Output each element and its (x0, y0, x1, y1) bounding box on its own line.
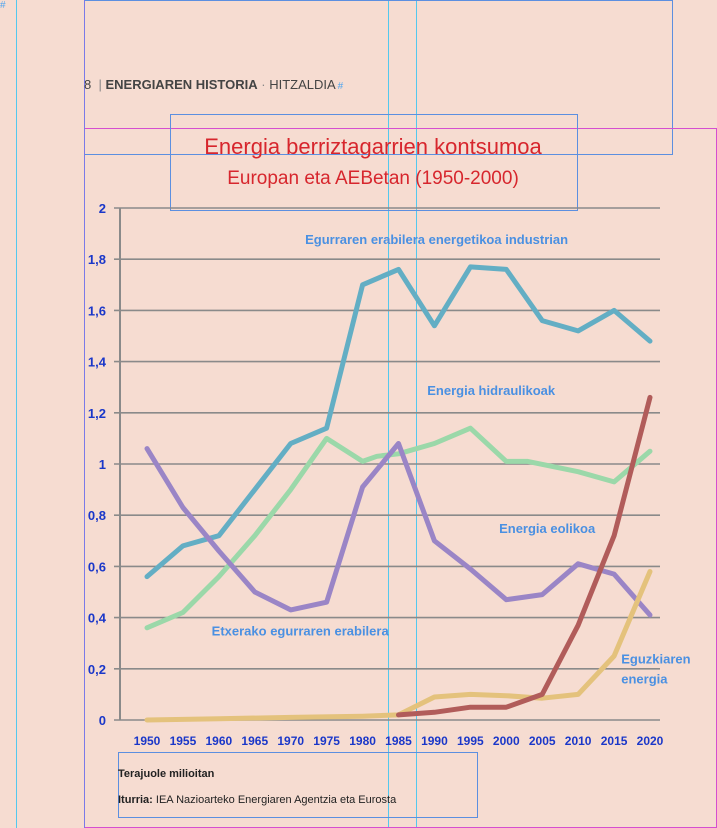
guide-line (416, 0, 417, 828)
source-note: Iturria: IEA Nazioarteko Energiaren Agen… (118, 794, 396, 806)
y-tick-label: 0,4 (88, 611, 107, 626)
section-title: ENERGIAREN HISTORIA (105, 77, 258, 92)
x-tick-label: 1980 (349, 734, 376, 748)
running-header: 8 | ENERGIAREN HISTORIA · HITZALDIA # (84, 77, 344, 92)
guide-line (388, 0, 389, 828)
source-text: IEA Nazioarteko Energiaren Agentzia eta … (155, 794, 397, 806)
x-tick-label: 1960 (206, 734, 233, 748)
x-tick-label: 1955 (170, 734, 197, 748)
series-label: Egurraren erabilera energetikoa industri… (305, 232, 568, 247)
series-label: Energia hidraulikoak (427, 383, 556, 398)
guide-line (16, 0, 17, 828)
y-tick-label: 1 (99, 457, 106, 472)
x-tick-label: 1995 (457, 734, 484, 748)
x-tick-label: 1970 (277, 734, 304, 748)
y-tick-label: 1,4 (88, 355, 107, 370)
title-frame (170, 114, 578, 211)
series-label: Energia eolikoa (499, 521, 596, 536)
x-tick-label: 1990 (421, 734, 448, 748)
x-tick-label: 2020 (637, 734, 664, 748)
chart-title: Energia berriztagarrien kontsumoa (204, 134, 542, 159)
chart-subtitle: Europan eta AEBetan (1950-2000) (227, 168, 519, 189)
y-tick-label: 1,2 (88, 406, 106, 421)
y-tick-label: 1,6 (88, 303, 106, 318)
notes-frame (118, 752, 478, 818)
series-label: Eguzkiaren energia (621, 652, 690, 687)
source-label: Iturria: (118, 794, 153, 806)
x-tick-label: 1965 (241, 734, 268, 748)
y-tick-label: 2 (99, 201, 106, 216)
x-tick-label: 1985 (385, 734, 412, 748)
series-label: Etxerako egurraren erabilera (212, 624, 390, 639)
subsection-title: HITZALDIA (269, 77, 336, 92)
series-line (396, 394, 653, 718)
y-tick-label: 1,8 (88, 252, 106, 267)
frame-marker: # (0, 0, 6, 11)
x-tick-label: 1975 (313, 734, 340, 748)
y-tick-label: 0,8 (88, 508, 106, 523)
page-number: 8 (84, 77, 92, 92)
x-tick-label: 2010 (565, 734, 592, 748)
y-tick-label: 0,6 (88, 559, 106, 574)
y-tick-label: 0 (99, 713, 106, 728)
x-tick-label: 2015 (601, 734, 628, 748)
series-line (144, 441, 653, 618)
x-tick-label: 2000 (493, 734, 520, 748)
guide-line (84, 0, 85, 828)
x-tick-label: 1950 (134, 734, 161, 748)
series-line (144, 264, 653, 580)
series-line (144, 569, 653, 723)
y-tick-label: 0,2 (88, 662, 106, 677)
x-tick-label: 2005 (529, 734, 556, 748)
units-note: Terajuole milioitan (118, 768, 215, 780)
